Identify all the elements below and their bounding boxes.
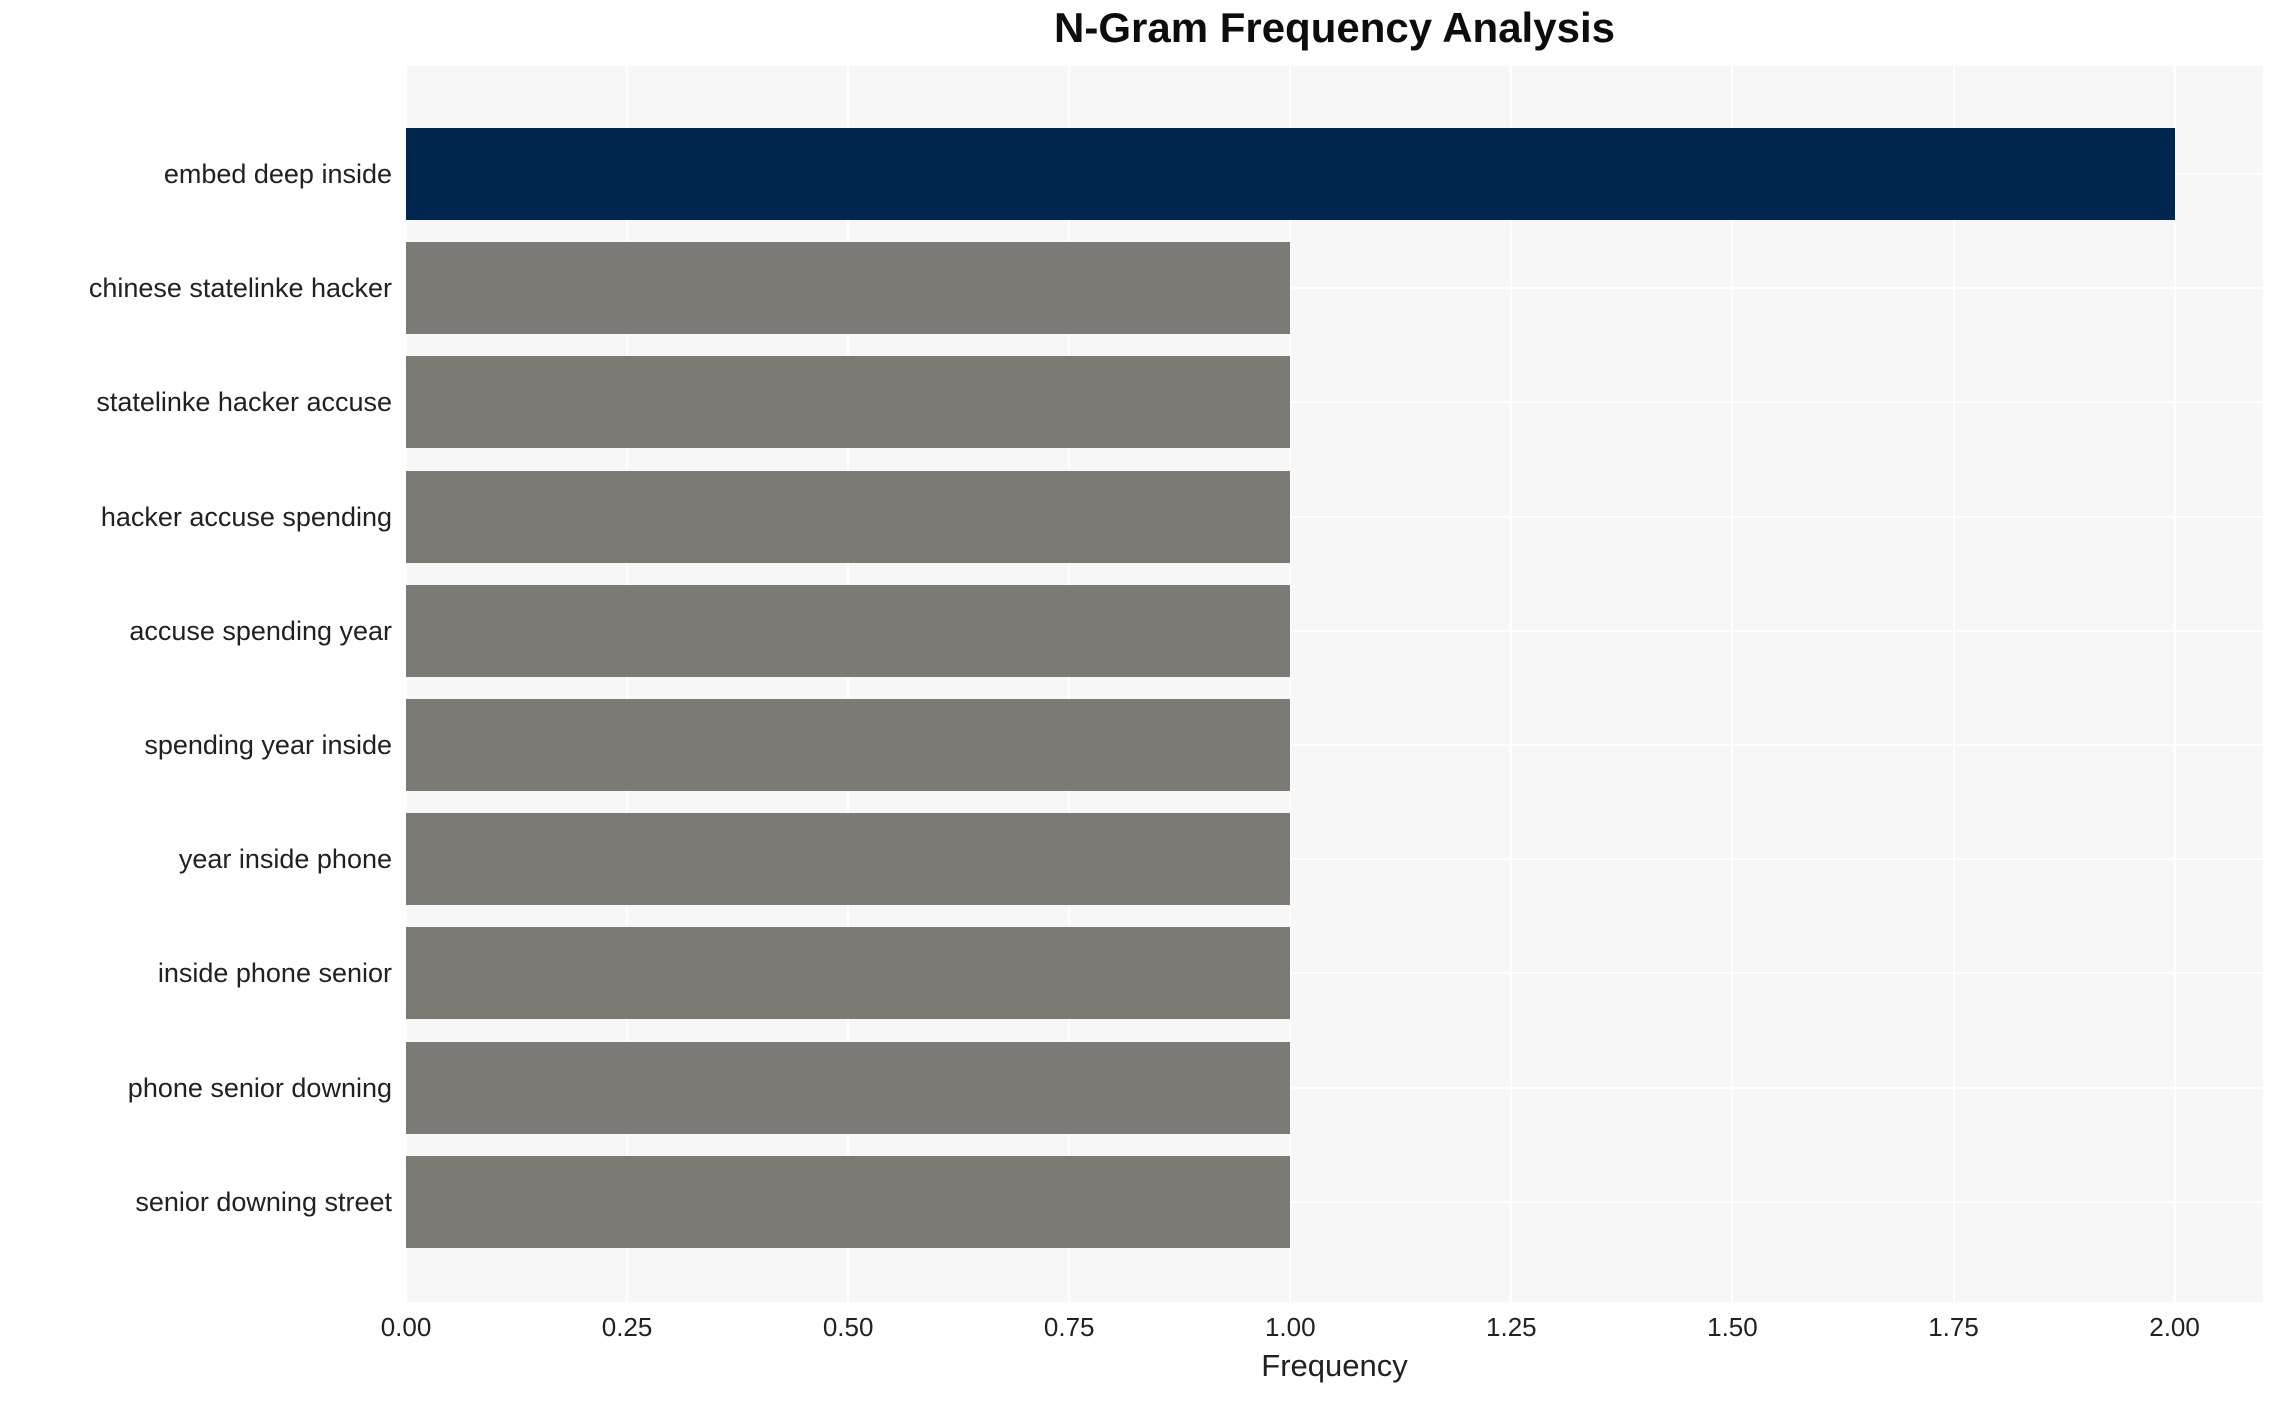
- horizontal-gridline: [406, 401, 2263, 404]
- y-tick-label: phone senior downing: [127, 1072, 392, 1103]
- horizontal-gridline: [406, 287, 2263, 290]
- bar-year-inside-phone: [406, 813, 1291, 906]
- x-tick-label: 0.50: [822, 1312, 874, 1342]
- vertical-gridline: [1731, 66, 1734, 1302]
- vertical-gridline: [847, 66, 850, 1302]
- x-tick-label: 1.25: [1486, 1312, 1537, 1342]
- horizontal-gridline: [406, 1200, 2263, 1203]
- x-tick-label: 2.00: [2149, 1312, 2200, 1342]
- vertical-gridline: [626, 66, 629, 1302]
- y-tick-label: inside phone senior: [157, 958, 392, 989]
- bar-statelinke-hacker-accuse: [406, 356, 1291, 449]
- plot-area: [405, 66, 2263, 1302]
- bar-hacker-accuse-spending: [406, 470, 1291, 563]
- vertical-gridline: [1289, 66, 1292, 1302]
- horizontal-gridline: [406, 1086, 2263, 1089]
- bar-senior-downing-street: [406, 1155, 1291, 1248]
- y-tick-label: year inside phone: [178, 844, 392, 875]
- vertical-gridline: [1068, 66, 1071, 1302]
- bar-phone-senior-downing: [406, 1041, 1291, 1134]
- x-tick-label: 1.50: [1707, 1312, 1758, 1342]
- x-tick-label: 0.75: [1043, 1312, 1095, 1342]
- vertical-gridline: [1952, 66, 1955, 1302]
- y-tick-label: accuse spending year: [129, 615, 392, 646]
- bar-accuse-spending-year: [406, 584, 1291, 677]
- vertical-gridline: [405, 66, 407, 1302]
- x-axis-title: Frequency: [1261, 1348, 1408, 1383]
- y-tick-label: hacker accuse spending: [100, 501, 392, 532]
- bar-chinese-statelinke-hacker: [406, 242, 1291, 335]
- y-tick-label: embed deep inside: [163, 159, 392, 189]
- bar-embed-deep-inside: [406, 128, 2175, 220]
- y-tick-label: spending year inside: [144, 730, 392, 760]
- horizontal-gridline: [406, 972, 2263, 975]
- horizontal-gridline: [406, 858, 2263, 861]
- horizontal-gridline: [406, 629, 2263, 632]
- x-tick-label: 0.00: [380, 1312, 432, 1342]
- chart-title: N-Gram Frequency Analysis: [1054, 4, 1615, 51]
- x-tick-label: 1.00: [1264, 1312, 1316, 1342]
- x-tick-label: 1.75: [1928, 1312, 1979, 1342]
- y-tick-label: statelinke hacker accuse: [96, 387, 392, 418]
- horizontal-gridline: [406, 744, 2263, 746]
- bar-inside-phone-senior: [406, 927, 1291, 1020]
- x-tick-label: 0.25: [601, 1312, 653, 1342]
- y-tick-label: senior downing street: [135, 1186, 392, 1217]
- bar-spending-year-inside: [406, 699, 1291, 791]
- vertical-gridline: [2173, 66, 2176, 1302]
- horizontal-gridline: [406, 515, 2263, 518]
- y-tick-label: chinese statelinke hacker: [88, 273, 392, 304]
- vertical-gridline: [1510, 66, 1513, 1302]
